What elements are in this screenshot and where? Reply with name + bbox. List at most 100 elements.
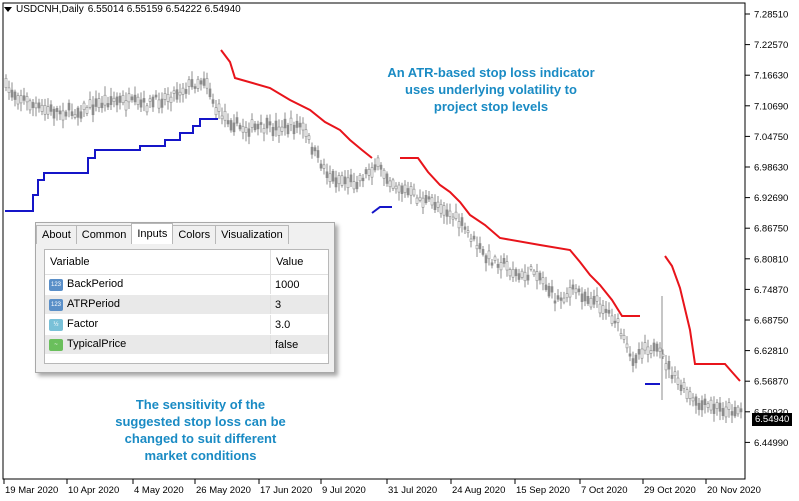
dropdown-triangle-icon[interactable]	[4, 7, 12, 12]
candle-body	[115, 96, 119, 106]
candle-body	[526, 274, 530, 281]
price-tick-label: 7.22570	[754, 40, 788, 51]
candle-body	[175, 89, 179, 100]
candle-body	[427, 196, 431, 200]
candle-body	[406, 188, 410, 196]
candle-body	[190, 79, 194, 88]
candle-body	[181, 87, 185, 95]
candle-body	[292, 124, 296, 135]
variable-name: BackPeriod	[67, 278, 124, 291]
annotation-bottom-line: The sensitivity of the	[135, 397, 266, 412]
variable-name: TypicalPrice	[67, 338, 127, 351]
candle-body	[259, 122, 263, 125]
candle-body	[121, 95, 125, 104]
candle-body	[43, 105, 47, 115]
candle-body	[232, 122, 236, 133]
candle-body	[148, 98, 152, 102]
candle-body	[538, 272, 542, 281]
candle-body	[601, 305, 605, 314]
symbol-label: USDCNH,Daily	[16, 4, 84, 15]
tab-inputs[interactable]: Inputs	[131, 223, 174, 244]
time-axis: 19 Mar 2020 10 Apr 2020 4 May 2020 26 May 2…	[3, 479, 761, 496]
tab-about[interactable]: About	[36, 225, 77, 244]
candle-body	[178, 91, 182, 96]
value-cell[interactable]: 3	[270, 294, 328, 315]
candle-body	[211, 99, 215, 104]
candle-body	[187, 79, 191, 87]
candle-body	[493, 256, 497, 261]
candle-body	[280, 126, 284, 132]
tab-colors[interactable]: Colors	[172, 225, 217, 244]
candle-body	[490, 262, 494, 266]
candle-body	[139, 99, 143, 108]
candle-body	[157, 99, 161, 109]
candle-body	[208, 88, 212, 98]
ohlc-values: 6.55014 6.55159 6.54222 6.54940	[87, 4, 241, 15]
candle-body	[130, 96, 134, 101]
candle-body	[403, 184, 407, 193]
candle-body	[124, 100, 128, 111]
candle-body	[112, 97, 116, 102]
tab-visualization[interactable]: Visualization	[215, 225, 289, 244]
candle-body	[502, 258, 506, 264]
candle-body	[40, 104, 44, 112]
candle-body	[16, 95, 20, 105]
candle-body	[349, 174, 353, 183]
candle-body	[250, 119, 254, 128]
candle-body	[226, 120, 230, 125]
candle-body	[388, 180, 392, 188]
candle-body	[499, 262, 503, 271]
candle-body	[163, 93, 167, 100]
candle-body	[73, 114, 77, 118]
current-price-tag: 6.54940	[752, 413, 793, 426]
price-tick-label: 7.04750	[754, 132, 788, 143]
candle-body	[256, 123, 260, 130]
candle-body	[355, 181, 359, 190]
candle-body	[655, 343, 659, 352]
time-tick-label: 10 Apr 2020	[68, 485, 119, 496]
candle-body	[13, 91, 17, 100]
candle-body	[652, 342, 656, 352]
candle-body	[622, 335, 626, 340]
variable-cell: ~ TypicalPrice	[45, 334, 271, 355]
candle-body	[685, 389, 689, 399]
table-row[interactable]: 123 ATRPeriod 3	[45, 294, 328, 315]
candle-body	[268, 121, 272, 126]
candlestick-series	[4, 71, 743, 424]
candle-body	[289, 117, 293, 126]
candle-body	[127, 93, 131, 103]
table-row[interactable]: ½ Factor 3.0	[45, 314, 328, 335]
value-cell[interactable]: 1000	[270, 274, 328, 295]
time-tick-label: 20 Nov 2020	[707, 485, 761, 496]
candle-body	[667, 360, 671, 370]
candle-body	[643, 342, 647, 351]
candle-body	[445, 209, 449, 217]
candle-body	[76, 107, 80, 118]
table-row[interactable]: ~ TypicalPrice false	[45, 334, 328, 355]
candle-body	[730, 411, 734, 416]
candle-body	[310, 146, 314, 155]
candle-body	[700, 400, 704, 411]
annotation-bottom-line: suggested stop loss can be	[115, 414, 286, 429]
value-cell[interactable]: 3.0	[270, 314, 328, 335]
time-tick-label: 31 Jul 2020	[388, 485, 437, 496]
value-cell[interactable]: false	[270, 334, 328, 355]
table-row[interactable]: 123 BackPeriod 1000	[45, 274, 328, 295]
variable-cell: 123 BackPeriod	[45, 274, 271, 295]
candle-body	[448, 210, 452, 217]
candle-body	[679, 384, 683, 392]
candle-body	[85, 107, 89, 114]
variable-cell: ½ Factor	[45, 314, 271, 335]
candle-body	[382, 169, 386, 179]
variable-name: Factor	[67, 318, 99, 331]
price-tick-label: 6.44990	[754, 438, 788, 449]
stop-loss-upper-line	[220, 49, 373, 159]
annotation-bottom-line: changed to suit different	[124, 431, 277, 446]
candle-body	[556, 295, 560, 300]
candle-body	[337, 175, 341, 185]
tab-common[interactable]: Common	[75, 225, 133, 244]
variable-name: ATRPeriod	[67, 298, 120, 311]
candle-body	[724, 406, 728, 418]
time-tick-label: 15 Sep 2020	[516, 485, 570, 496]
